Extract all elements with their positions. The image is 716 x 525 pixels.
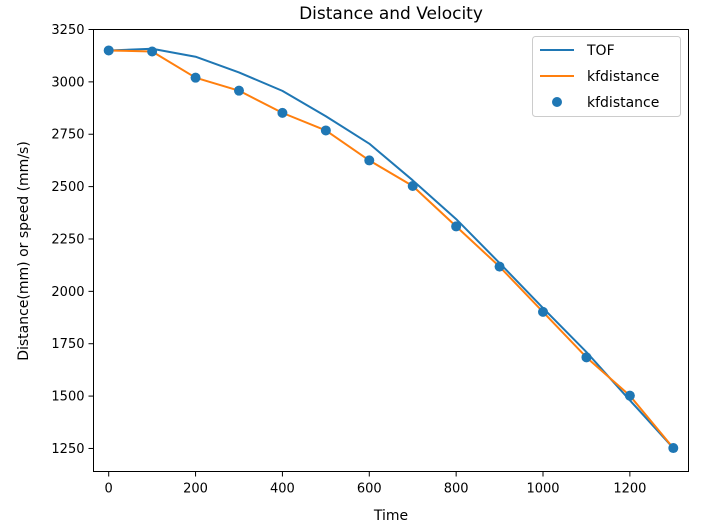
series-line-0 [107, 47, 675, 450]
scatter-point [451, 221, 462, 232]
scatter-point [407, 180, 418, 191]
y-tick-label: 2500 [51, 180, 84, 195]
scatter-point [364, 155, 375, 166]
x-axis-ticks: 0 200 400 600 800 1000 1200 [105, 471, 646, 497]
x-tick-label: 1200 [613, 482, 646, 497]
legend-box [532, 36, 681, 117]
scatter-point [277, 107, 288, 118]
scatter-point [494, 261, 505, 272]
scatter-point [147, 46, 158, 57]
scatter-point [233, 85, 244, 96]
chart-title: Distance and Velocity [299, 4, 483, 24]
scatter-point [103, 45, 114, 56]
legend-label-kfdistance-line: kfdistance [587, 69, 659, 85]
scatter-point [668, 443, 679, 454]
plot-data [103, 45, 679, 454]
y-tick-label: 3250 [51, 23, 84, 38]
y-axis-label: Distance(mm) or speed (mm/s) [16, 141, 32, 361]
y-axis-ticks: 1250 1500 1750 2000 2250 2500 2750 3000 3250 [51, 23, 94, 457]
x-tick-label: 800 [444, 482, 469, 497]
x-tick-label: 400 [270, 482, 295, 497]
scatter-point [320, 125, 331, 136]
y-tick-label: 1500 [51, 390, 84, 405]
y-tick-label: 2750 [51, 128, 84, 143]
x-tick-label: 1000 [526, 482, 559, 497]
scatter-point [581, 352, 592, 363]
x-axis-label: Time [373, 508, 408, 524]
legend: TOF kfdistance kfdistance [532, 36, 681, 117]
y-tick-label: 1250 [51, 442, 84, 457]
x-tick-label: 200 [183, 482, 208, 497]
scatter-point [624, 390, 635, 401]
series-line-1 [107, 49, 675, 450]
x-tick-label: 600 [357, 482, 382, 497]
legend-label-tof: TOF [586, 43, 615, 59]
legend-label-kfdistance-scatter: kfdistance [587, 95, 659, 111]
scatter-point [190, 72, 201, 83]
x-tick-label: 0 [105, 482, 113, 497]
y-tick-label: 1750 [51, 337, 84, 352]
y-tick-label: 3000 [51, 75, 84, 90]
plot-frame [93, 29, 689, 472]
scatter-point [538, 306, 549, 317]
legend-swatch-kfdistance-scatter [552, 97, 562, 107]
y-tick-label: 2000 [51, 285, 84, 300]
y-tick-label: 2250 [51, 232, 84, 247]
